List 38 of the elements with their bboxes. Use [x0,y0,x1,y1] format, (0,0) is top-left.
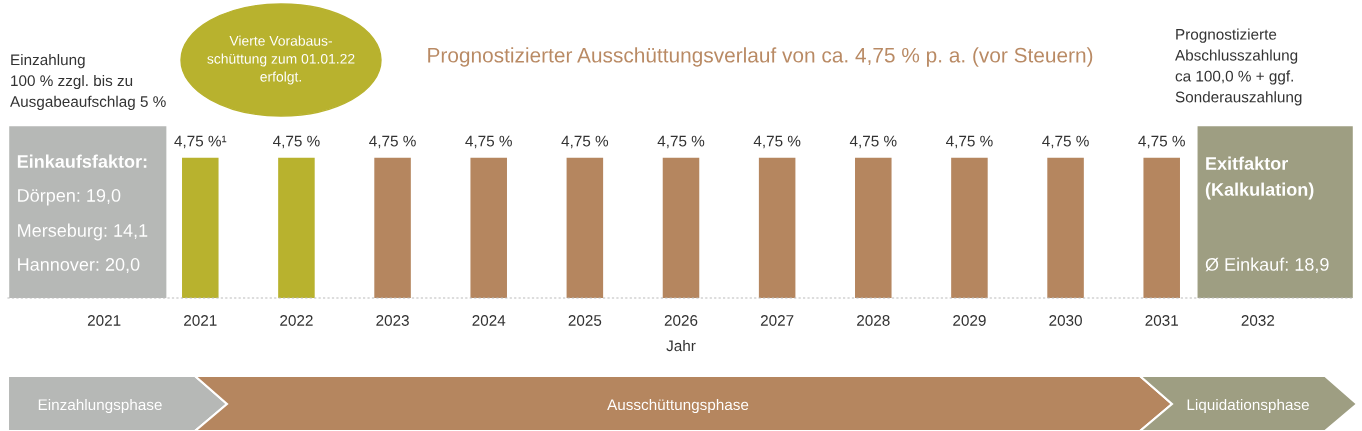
chart-title: Prognostizierter Ausschüttungsverlauf von ca. 4,75 % p. a. (vor Steuern) [428,47,1093,67]
x-tick-label: 2026 [664,315,698,326]
annotation: Dörpen: 19,0 [18,189,121,206]
data-label: 4,75 %¹ [174,135,227,149]
data-label: 4,75 % [369,135,416,149]
data-label: 4,75 % [561,135,609,149]
data-label: 4,75 % [753,135,801,149]
annotation: Merseburg: 14,1 [18,223,148,241]
annotation: Ø Einkauf: 18,9 [1205,257,1329,273]
data-label: 4,75 % [1042,135,1089,149]
annotation: Hannover: 20,0 [18,258,140,273]
annotation: Einkaufsfaktor: [17,154,147,168]
text: Einzahlungsphase [38,398,162,414]
data-label: 4,75 % [657,135,705,149]
x-tick-label: 2032 [1241,315,1275,326]
text: Einzahlung 100 % zzgl. bis zu Ausgabeaufschlag 5 % [10,53,166,111]
x-tick-label: 2024 [472,315,506,326]
data-label: 4,75 % [849,135,897,149]
x-tick-label: 2027 [760,315,794,326]
text: Prognostizierte Abschlusszahlung ca 100,0 % + ggf. Sonderauszahlung [1175,28,1302,106]
x-tick-label: 2022 [280,315,313,326]
x-tick-label: 2023 [376,315,409,326]
x-tick-label: 2025 [568,315,602,326]
x-tick-label: 2030 [1049,315,1082,326]
x-tick-label: 2028 [857,315,890,326]
data-label: 4,75 % [465,135,512,149]
x-tick-label: 2021 [184,315,217,326]
text: Liquidationsphase [1187,398,1309,414]
x-axis-title: Jahr [666,340,696,352]
annotation: Exitfaktor (Kalkulation) [1205,156,1314,200]
x-tick-label: 2029 [953,315,986,326]
data-label: 4,75 % [946,135,993,149]
text: Vierte Vorabaus- schüttung zum 01.01.22 erfolgt. [207,35,355,85]
text: Ausschüttungsphase [607,398,749,414]
data-label: 4,75 % [273,135,320,149]
x-tick-label: 2031 [1145,315,1178,326]
data-label: 4,75 % [1138,135,1185,149]
x-tick-label: 2021 [87,315,121,326]
